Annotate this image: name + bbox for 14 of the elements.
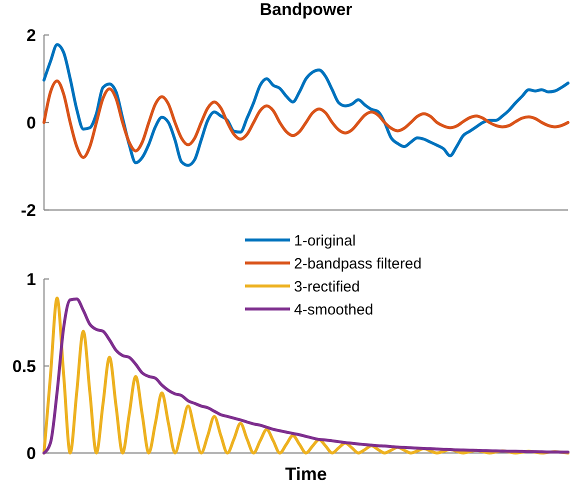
legend-label: 3-rectified xyxy=(294,278,360,296)
chart-title: Bandpower xyxy=(260,0,353,19)
legend-label: 1-original xyxy=(294,232,356,250)
y-tick-label: 0 xyxy=(26,113,36,132)
y-tick-label: -2 xyxy=(20,200,36,220)
y-tick-label: 1 xyxy=(26,270,36,289)
y-tick-label: 2 xyxy=(26,26,36,45)
x-axis-title: Time xyxy=(285,464,327,484)
line-series xyxy=(42,43,570,167)
legend-label: 2-bandpass filtered xyxy=(294,255,422,272)
legend-label: 4-smoothed xyxy=(294,301,374,318)
line-series xyxy=(42,79,570,159)
y-tick-label: 0 xyxy=(26,444,36,463)
y-tick-label: 0.5 xyxy=(12,356,36,376)
